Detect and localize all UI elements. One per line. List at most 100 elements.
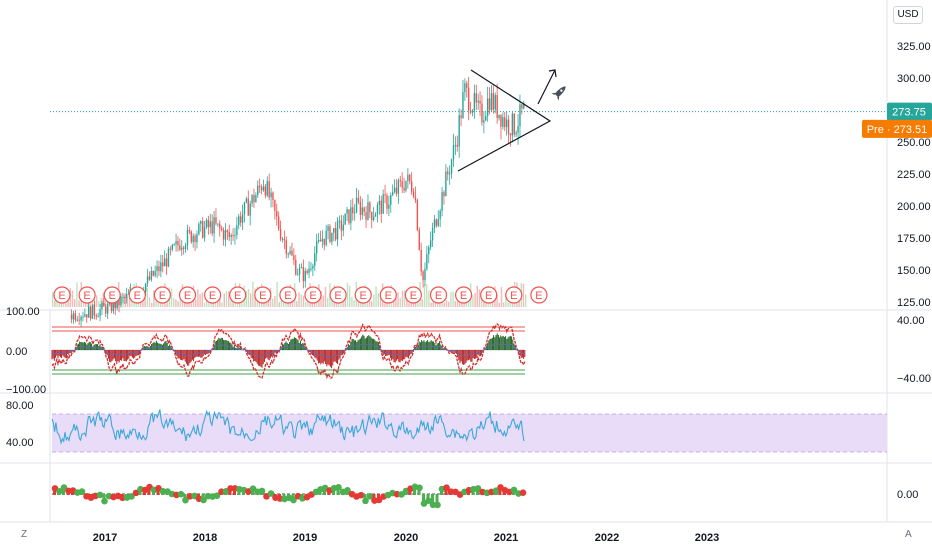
volume-bar <box>353 300 355 307</box>
candle-body <box>336 220 339 240</box>
volume-bar <box>230 300 232 307</box>
earnings-marker-label: E <box>209 290 216 302</box>
volume-bar <box>478 289 481 307</box>
candle-body <box>486 98 489 117</box>
candle-body <box>173 244 175 246</box>
earnings-marker <box>404 286 422 304</box>
volume-bar <box>507 302 509 307</box>
volume-bar <box>300 294 302 307</box>
volume-bar <box>263 301 265 307</box>
volume-bar <box>428 290 430 307</box>
candle-body <box>245 198 248 203</box>
volume-bar <box>76 282 78 307</box>
candle-body <box>300 267 303 269</box>
candle-body <box>110 300 113 312</box>
volume-bar <box>100 297 102 307</box>
osc3-dot <box>132 489 140 497</box>
candle-body <box>101 302 103 310</box>
candle-body <box>329 226 331 242</box>
candle-body <box>125 293 128 298</box>
auto-scale-toggle[interactable]: A <box>905 529 912 540</box>
osc3-dot <box>177 490 185 498</box>
candle-body <box>357 197 360 203</box>
candle-body <box>405 180 407 191</box>
candle-body <box>162 262 164 267</box>
osc3-dot <box>200 496 207 504</box>
volume-bar <box>450 292 452 307</box>
candle-body <box>511 113 514 136</box>
rocket-body <box>555 86 566 97</box>
candle-body <box>93 304 96 316</box>
volume-bar <box>188 301 190 307</box>
volume-bar <box>197 289 199 307</box>
candle-body <box>475 93 477 103</box>
volume-bar <box>351 296 353 307</box>
candle-body <box>177 241 179 246</box>
candle-body <box>327 226 329 231</box>
volume-bar <box>71 290 74 307</box>
candle-body <box>293 255 295 261</box>
candle-body <box>348 209 350 224</box>
earnings-marker-label: E <box>234 290 241 302</box>
candle-body <box>346 209 348 214</box>
candle-body <box>378 200 381 205</box>
candle-body <box>388 204 390 209</box>
candle-body <box>165 258 168 267</box>
candle-body <box>507 119 510 134</box>
candle-body <box>283 238 286 241</box>
candle-body <box>99 309 101 317</box>
volume-bar <box>199 294 201 307</box>
candle-body <box>363 207 365 212</box>
osc1-left-tick: −100.00 <box>6 384 46 396</box>
candle-body <box>448 173 451 175</box>
candle-body <box>428 247 430 255</box>
rocket-icon <box>551 86 566 101</box>
currency-button[interactable]: USD <box>893 6 923 24</box>
candle-body <box>239 216 242 223</box>
candle-body <box>380 200 382 214</box>
candle-body <box>361 207 363 215</box>
earnings-marker-label: E <box>284 290 291 302</box>
candle-body <box>184 245 187 249</box>
candle-body <box>460 115 462 118</box>
candle-body <box>188 229 191 232</box>
volume-bar <box>522 283 525 307</box>
candle-body <box>483 120 485 123</box>
volume-bar <box>492 300 494 307</box>
volume-bar <box>96 295 98 307</box>
price-tick-label: 200.00 <box>897 201 931 213</box>
volume-bar <box>373 294 375 307</box>
candle-body <box>441 192 443 211</box>
osc2-left-tick: 40.00 <box>6 437 34 449</box>
volume-bar <box>316 300 318 307</box>
osc3-dot <box>128 493 135 500</box>
candle-body <box>416 200 419 231</box>
candle-body <box>521 104 523 109</box>
volume-bar <box>170 288 173 307</box>
volume-bar <box>430 302 432 307</box>
osc1-right-tick: 40.00 <box>897 315 925 327</box>
earnings-marker-label: E <box>510 290 517 302</box>
volume-bar <box>272 298 274 307</box>
candle-body <box>181 247 183 250</box>
osc3-dot <box>96 491 104 499</box>
earnings-marker <box>204 286 222 304</box>
price-tick-label: 225.00 <box>897 169 931 181</box>
volume-bar <box>252 281 254 307</box>
candle-body <box>84 314 86 317</box>
candle-body <box>334 228 337 240</box>
volume-bar <box>54 300 56 307</box>
candle-body <box>355 197 358 213</box>
candle-body <box>302 267 305 282</box>
log-scale-toggle[interactable]: Z <box>21 529 28 540</box>
candle-body <box>431 228 434 241</box>
time-tick-label: 2022 <box>595 532 619 544</box>
candle-body <box>82 316 84 318</box>
candle-body <box>230 234 232 238</box>
candle-body <box>116 296 118 309</box>
earnings-marker <box>254 286 272 304</box>
volume-bar <box>386 301 388 307</box>
candle-body <box>321 238 324 242</box>
volume-bar <box>445 300 448 307</box>
